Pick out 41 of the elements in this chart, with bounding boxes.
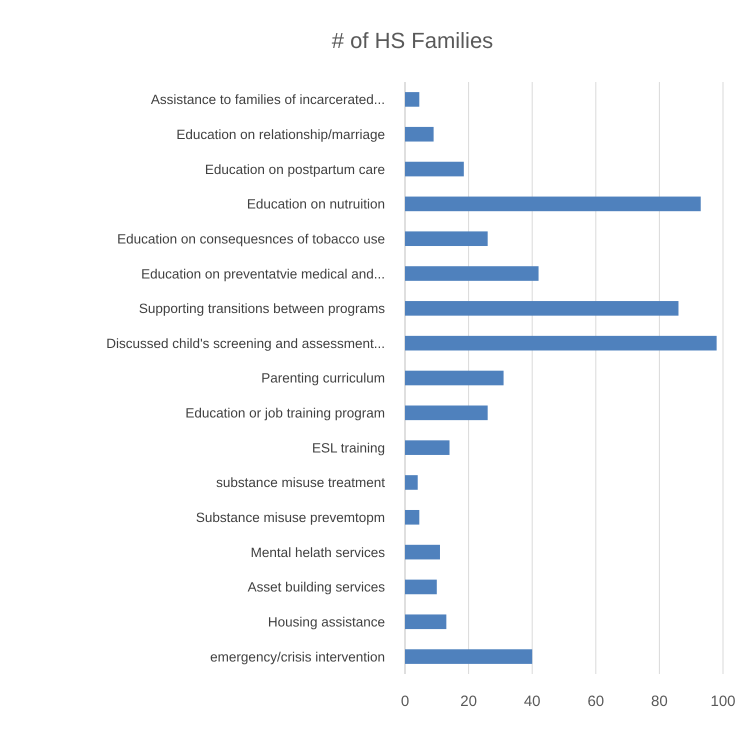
y-tick-label: Education on relationship/marriage — [176, 126, 385, 142]
bar — [405, 614, 446, 630]
bar — [405, 544, 440, 560]
y-tick-label: Parenting curriculum — [261, 370, 385, 386]
y-tick-label: Education on preventatvie medical and... — [141, 266, 385, 282]
y-tick-label: Housing assistance — [268, 614, 385, 630]
x-tick-label: 0 — [400, 693, 410, 710]
bar — [405, 92, 420, 107]
y-tick-label: Supporting transitions between programs — [138, 301, 386, 316]
bar — [405, 440, 450, 455]
bar — [405, 126, 434, 142]
y-tick-label: Mental helath services — [250, 544, 386, 560]
y-tick-label: Substance misuse prevemtopm — [196, 510, 385, 526]
bar — [405, 301, 678, 316]
bar — [405, 406, 488, 420]
x-tick-label: 40 — [524, 693, 541, 710]
bar — [405, 196, 701, 212]
x-tick-label: 20 — [460, 693, 477, 710]
bar — [405, 231, 488, 246]
bar — [405, 510, 420, 525]
y-tick-label: Discussed child's screening and assessment... — [106, 336, 385, 351]
y-tick-label: emergency/crisis intervention — [210, 649, 385, 664]
bar — [405, 649, 532, 664]
y-tick-label: Education on postpartum care — [204, 162, 385, 177]
y-tick-label: Education on nutruition — [246, 196, 385, 212]
bar — [405, 266, 539, 281]
y-tick-label: Education or job training program — [185, 406, 385, 421]
bar — [405, 162, 464, 176]
bar — [405, 336, 717, 350]
y-tick-label: Assistance to families of incarcerated... — [150, 92, 385, 108]
x-tick-label: 100 — [710, 693, 736, 710]
x-tick-label: 60 — [587, 693, 604, 710]
bar — [405, 475, 418, 490]
y-tick-label: Education on consequesnces of tobacco use — [117, 231, 385, 246]
y-tick-label: Asset building services — [248, 580, 386, 595]
bar — [405, 580, 437, 594]
y-tick-label: substance misuse treatment — [216, 475, 386, 490]
bar — [405, 370, 504, 386]
chart-title: # of HS Families — [332, 28, 494, 53]
y-tick-label: ESL training — [312, 440, 385, 456]
x-tick-label: 80 — [651, 693, 668, 710]
